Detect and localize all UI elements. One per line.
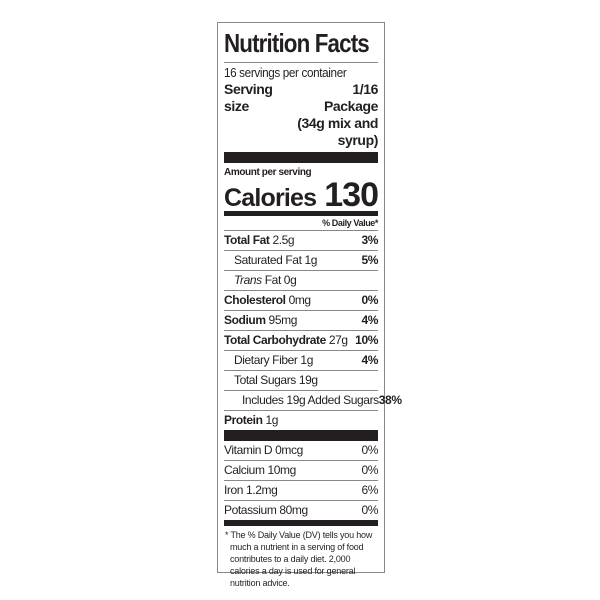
serving-size: Serving size 1/16 Package (34g mix and s… bbox=[224, 81, 378, 149]
thick-divider bbox=[224, 520, 378, 526]
nutrient-name: Total Fat bbox=[224, 233, 270, 247]
nutrient-row-saturated-fat: Saturated Fat 1g 5% bbox=[224, 250, 378, 270]
nutrient-row-added-sugars: Includes 19g Added Sugars 38% bbox=[224, 390, 402, 410]
nutrient-dv: 3% bbox=[361, 233, 378, 247]
vitamin-row: Potassium 80mg 0% bbox=[224, 500, 378, 520]
vitamin-row: Iron 1.2mg 6% bbox=[224, 480, 378, 500]
nutrient-name: Saturated Fat bbox=[234, 253, 302, 267]
thick-divider bbox=[224, 430, 378, 441]
nutrient-amount: Fat 0g bbox=[264, 273, 297, 287]
nutrient-name: Sodium bbox=[224, 313, 266, 327]
vitamin-row: Vitamin D 0mcg 0% bbox=[224, 441, 378, 460]
nutrient-dv: 38% bbox=[378, 393, 402, 407]
nutrient-amount: 95mg bbox=[268, 313, 298, 327]
nutrient-dv: 5% bbox=[361, 253, 378, 267]
nutrient-row-total-carbohydrate: Total Carbohydrate 27g 10% bbox=[224, 330, 378, 350]
nutrient-dv: 10% bbox=[355, 333, 378, 347]
daily-value-header: % Daily Value* bbox=[224, 211, 378, 230]
nutrient-row-sodium: Sodium 95mg 4% bbox=[224, 310, 378, 330]
vitamin-label: Calcium 10mg bbox=[224, 463, 296, 477]
vitamin-dv: 0% bbox=[361, 503, 378, 517]
thick-divider bbox=[224, 152, 378, 163]
vitamin-label: Vitamin D 0mcg bbox=[224, 443, 303, 457]
nutrient-amount: 2.5g bbox=[272, 233, 295, 247]
vitamin-dv: 6% bbox=[361, 483, 378, 497]
nutrient-dv: 0% bbox=[361, 293, 378, 307]
serving-size-label: Serving size bbox=[224, 81, 273, 114]
nutrient-name: Cholesterol bbox=[224, 293, 286, 307]
nutrient-dv: 4% bbox=[361, 353, 378, 367]
calories-label: Calories bbox=[224, 184, 317, 212]
nutrient-row-dietary-fiber: Dietary Fiber 1g 4% bbox=[224, 350, 378, 370]
vitamin-label: Potassium 80mg bbox=[224, 503, 308, 517]
nutrient-amount: 0mg bbox=[288, 293, 312, 307]
nutrition-facts-label: Nutrition Facts 16 servings per containe… bbox=[217, 22, 402, 588]
nutrient-name: Protein bbox=[224, 413, 263, 427]
nutrient-row-total-sugars: Total Sugars 19g bbox=[224, 370, 378, 390]
nutrient-amount: 19g bbox=[298, 373, 318, 387]
footnote: * The % Daily Value (DV) tells you how m… bbox=[225, 530, 373, 588]
nutrient-amount: 1g bbox=[304, 253, 318, 267]
vitamin-label: Iron 1.2mg bbox=[224, 483, 278, 497]
servings-per-container: 16 servings per container bbox=[224, 65, 347, 80]
nutrient-name: Total Sugars bbox=[234, 373, 296, 387]
nutrient-row-trans-fat: Trans Fat 0g bbox=[224, 270, 378, 290]
nutrient-amount: 1g bbox=[300, 353, 313, 367]
calories-row: Calories 130 bbox=[224, 176, 379, 214]
label-title: Nutrition Facts bbox=[224, 28, 370, 58]
nutrient-row-protein: Protein 1g bbox=[224, 410, 378, 430]
serving-size-value: 1/16 Package (34g mix and syrup) bbox=[297, 81, 378, 148]
nutrient-row-cholesterol: Cholesterol 0mg 0% bbox=[224, 290, 378, 310]
calories-value: 130 bbox=[324, 176, 379, 214]
nutrient-dv: 4% bbox=[361, 313, 378, 327]
nutrient-name: Dietary Fiber bbox=[234, 353, 298, 367]
nutrient-row-total-fat: Total Fat 2.5g 3% bbox=[224, 230, 378, 250]
vitamin-row: Calcium 10mg 0% bbox=[224, 460, 378, 480]
amount-per-serving: Amount per serving bbox=[224, 167, 312, 178]
vitamin-dv: 0% bbox=[361, 443, 378, 457]
vitamin-dv: 0% bbox=[361, 463, 378, 477]
divider bbox=[224, 62, 378, 63]
nutrient-name: Total Carbohydrate bbox=[224, 333, 326, 347]
nutrient-name: Trans bbox=[234, 273, 262, 287]
nutrient-name: Includes 19g Added Sugars bbox=[242, 393, 379, 407]
nutrient-amount: 27g bbox=[328, 333, 348, 347]
nutrient-amount: 1g bbox=[265, 413, 279, 427]
